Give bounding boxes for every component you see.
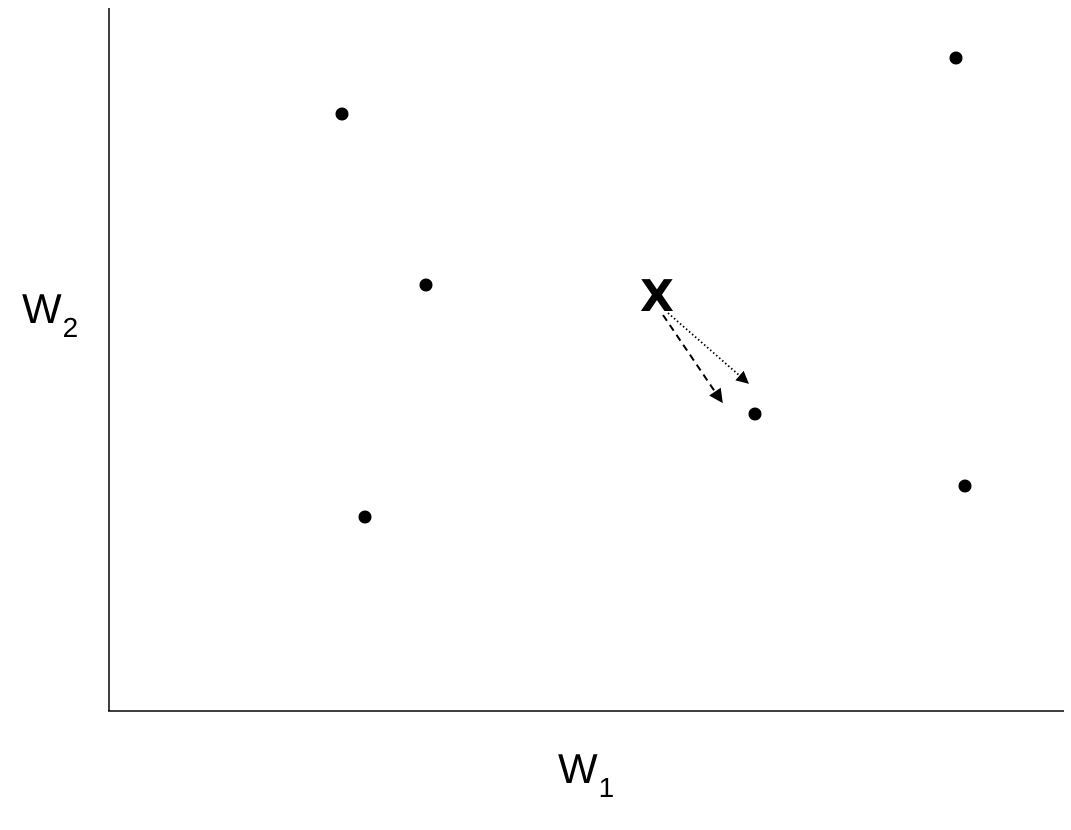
query-point-marker: X [640,271,674,322]
data-point [949,51,963,65]
x-axis-label-main: W [558,745,598,792]
x-axis-label-subscript: 1 [598,772,615,803]
dashed-arrow [662,314,723,404]
data-point [958,479,972,493]
y-axis-label-main: W [22,285,62,332]
data-point [419,278,433,292]
data-point [335,107,349,121]
x-axis-label: W1 [558,745,614,802]
y-axis-label: W2 [22,285,78,342]
dotted-arrow [667,312,749,384]
data-point [748,407,762,421]
data-point [358,510,372,524]
y-axis-label-subscript: 2 [62,312,79,343]
